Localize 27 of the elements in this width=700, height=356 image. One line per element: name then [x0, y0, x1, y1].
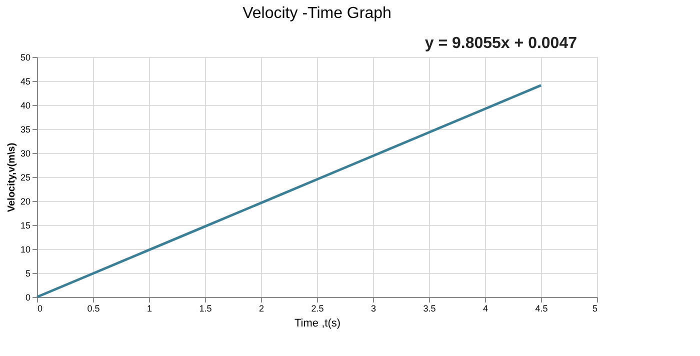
line-series: [36, 84, 542, 298]
x-tick-label: 4.5: [535, 304, 548, 314]
y-tick-label: 15: [20, 220, 30, 230]
x-tick-label: 3.5: [423, 304, 436, 314]
x-tick-label: 1.5: [199, 304, 212, 314]
y-tick-label: 35: [20, 124, 30, 134]
y-tick-label: 10: [20, 244, 30, 254]
y-tick-label: 20: [20, 196, 30, 206]
x-tick-label: 1: [146, 304, 152, 314]
y-tick-label: 45: [20, 76, 30, 86]
x-tick-label: 5: [592, 304, 598, 314]
x-tick-label: 0.5: [87, 304, 100, 314]
x-axis-title: Time ,t(s): [294, 318, 341, 330]
y-tick-label: 40: [20, 100, 30, 110]
chart-title: Velocity -Time Graph: [242, 5, 392, 22]
x-tick-label: 4: [482, 304, 488, 314]
y-tick-label: 30: [20, 148, 30, 158]
y-tick-label: 25: [20, 172, 30, 182]
text: y = 9.8055x + 0.0047: [424, 35, 578, 52]
x-tick-label: 2.5: [311, 304, 324, 314]
x-tick-label: 0: [38, 304, 43, 314]
y-tick-label: 50: [20, 52, 30, 62]
x-tick-label: 2: [258, 304, 264, 314]
y-axis-title: Velocity,v(m\s): [6, 142, 18, 212]
y-tick-label: 0: [25, 292, 30, 302]
x-tick-label: 3: [370, 304, 376, 314]
y-tick-label: 5: [25, 268, 30, 278]
